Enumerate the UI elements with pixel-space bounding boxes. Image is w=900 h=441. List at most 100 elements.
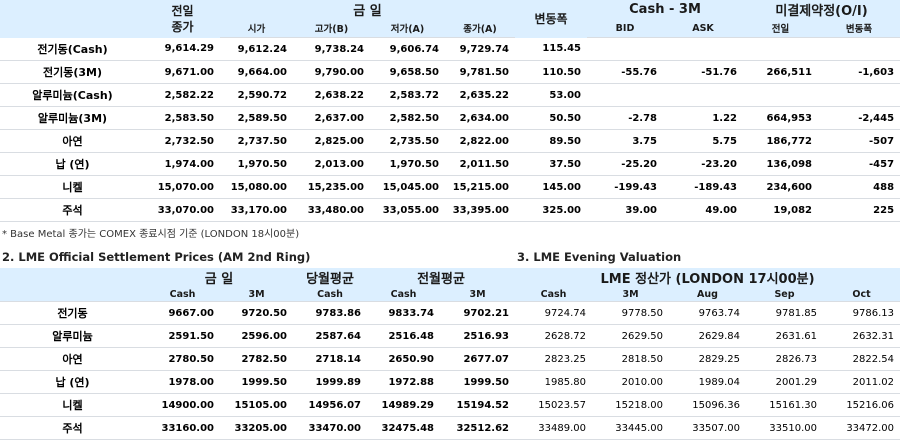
header-cell: 전일 bbox=[743, 19, 819, 38]
value-cell: 9,612.24 bbox=[220, 37, 293, 61]
value-cell: 2587.64 bbox=[293, 324, 368, 348]
header-cell: 미결제약정(O/I) bbox=[743, 0, 900, 19]
value-cell bbox=[743, 37, 819, 61]
row-label: 납 (연) bbox=[0, 152, 145, 176]
data-row: 주석 33160.00 33205.00 33470.00 32475.48 32512.… bbox=[0, 416, 900, 440]
header-cell bbox=[0, 0, 145, 38]
header-cell: 시가 bbox=[220, 19, 293, 38]
data-row: 납 (연) 1,974.00 1,970.50 2,013.00 1,970.50 2,0… bbox=[0, 152, 900, 176]
value-cell: 1999.50 bbox=[440, 370, 516, 394]
value-cell: 2010.00 bbox=[592, 370, 670, 394]
value-cell: 2,583.72 bbox=[370, 83, 445, 107]
value-cell: 33472.00 bbox=[823, 416, 900, 440]
value-cell: 9,729.74 bbox=[445, 37, 516, 61]
row-label: 납 (연) bbox=[0, 370, 145, 394]
header-row: 시가 고가(B) 저가(A) 종가(A) BID ASK 전일 변동폭 bbox=[0, 19, 900, 38]
value-cell: 2822.54 bbox=[823, 347, 900, 371]
value-cell: 2,735.50 bbox=[370, 129, 445, 153]
value-cell: 2629.84 bbox=[669, 324, 747, 348]
value-cell: 37.50 bbox=[515, 152, 588, 176]
value-cell: 33,170.00 bbox=[220, 198, 293, 222]
value-cell: 225 bbox=[818, 198, 900, 222]
value-cell bbox=[663, 83, 744, 107]
value-cell: 2826.73 bbox=[746, 347, 824, 371]
header-cell: Cash bbox=[515, 287, 593, 302]
header-cell: 금 일 bbox=[145, 268, 294, 287]
row-label: 알루미늄 bbox=[0, 324, 145, 348]
note: * Base Metal 종가는 COMEX 종료시점 기준 (LONDON 1… bbox=[2, 229, 300, 240]
header-cell: 3M bbox=[440, 287, 516, 302]
value-cell: 2,582.22 bbox=[145, 83, 220, 107]
value-cell: 15,080.00 bbox=[220, 175, 293, 199]
value-cell: 2,732.50 bbox=[145, 129, 220, 153]
value-cell: 9781.85 bbox=[746, 301, 824, 325]
daily-price-table: 전일 종가 금 일 변동폭 Cash - 3M 미결제약정(O/I) 시가 고가(B) 저가(A… bbox=[0, 0, 900, 222]
value-cell: 15,235.00 bbox=[293, 175, 370, 199]
value-cell: 2780.50 bbox=[145, 347, 220, 371]
header-cell bbox=[0, 268, 145, 302]
header-cell: 당월평균 bbox=[293, 268, 368, 287]
value-cell: 1,970.50 bbox=[370, 152, 445, 176]
value-cell: 9783.86 bbox=[293, 301, 368, 325]
value-cell: 9,658.50 bbox=[370, 60, 445, 84]
value-cell: 136,098 bbox=[743, 152, 819, 176]
value-cell: 2829.25 bbox=[669, 347, 747, 371]
value-cell: 1.22 bbox=[663, 106, 744, 130]
value-cell: 2516.48 bbox=[367, 324, 441, 348]
value-cell: 1,974.00 bbox=[145, 152, 220, 176]
value-cell: 9720.50 bbox=[220, 301, 294, 325]
value-cell: 33160.00 bbox=[145, 416, 220, 440]
data-row: 전기동 9667.00 9720.50 9783.86 9833.74 9702.21 97… bbox=[0, 301, 900, 325]
section-title: 2. LME Official Settlement Prices (AM 2n… bbox=[2, 250, 311, 264]
value-cell: 2011.02 bbox=[823, 370, 900, 394]
value-cell: 32512.62 bbox=[440, 416, 516, 440]
value-cell: 1999.89 bbox=[293, 370, 368, 394]
header-cell: ASK bbox=[663, 19, 744, 38]
value-cell: 3.75 bbox=[587, 129, 664, 153]
value-cell: 2,737.50 bbox=[220, 129, 293, 153]
value-cell: 33507.00 bbox=[669, 416, 747, 440]
settlement-table: 금 일 당월평균 전월평균 LME 정산가 (LONDON 17시00분) Cash 3M… bbox=[0, 268, 900, 440]
value-cell: 9786.13 bbox=[823, 301, 900, 325]
value-cell: 2,011.50 bbox=[445, 152, 516, 176]
value-cell: 1999.50 bbox=[220, 370, 294, 394]
value-cell: 15,070.00 bbox=[145, 175, 220, 199]
value-cell: 1985.80 bbox=[515, 370, 593, 394]
header-cell: BID bbox=[587, 19, 664, 38]
header-cell: 전월평균 bbox=[367, 268, 516, 287]
row-label: 주석 bbox=[0, 198, 145, 222]
value-cell: 9,781.50 bbox=[445, 60, 516, 84]
value-cell: 2,638.22 bbox=[293, 83, 370, 107]
row-label: 전기동(3M) bbox=[0, 60, 145, 84]
header-cell: 변동폭 bbox=[515, 0, 588, 38]
value-cell: 2516.93 bbox=[440, 324, 516, 348]
value-cell: 32475.48 bbox=[367, 416, 441, 440]
data-row: 전기동(Cash) 9,614.29 9,612.24 9,738.24 9,606.7… bbox=[0, 37, 900, 61]
value-cell: 145.00 bbox=[515, 175, 588, 199]
value-cell: 49.00 bbox=[663, 198, 744, 222]
value-cell: 234,600 bbox=[743, 175, 819, 199]
value-cell: 9667.00 bbox=[145, 301, 220, 325]
row-label: 아연 bbox=[0, 129, 145, 153]
data-row: 알루미늄 2591.50 2596.00 2587.64 2516.48 2516.93 2… bbox=[0, 324, 900, 348]
header-cell: 저가(A) bbox=[370, 19, 445, 38]
value-cell: 33,395.00 bbox=[445, 198, 516, 222]
value-cell: 2,589.50 bbox=[220, 106, 293, 130]
value-cell: 9724.74 bbox=[515, 301, 593, 325]
header-cell: LME 정산가 (LONDON 17시00분) bbox=[515, 268, 900, 287]
value-cell bbox=[743, 83, 819, 107]
value-cell: 9,671.00 bbox=[145, 60, 220, 84]
value-cell: 2596.00 bbox=[220, 324, 294, 348]
value-cell: -2,445 bbox=[818, 106, 900, 130]
header-text: 전일 bbox=[171, 3, 194, 18]
value-cell: -189.43 bbox=[663, 175, 744, 199]
value-cell: 2,582.50 bbox=[370, 106, 445, 130]
value-cell: 2,822.00 bbox=[445, 129, 516, 153]
value-cell: 15096.36 bbox=[669, 393, 747, 417]
value-cell: 2677.07 bbox=[440, 347, 516, 371]
value-cell: 33445.00 bbox=[592, 416, 670, 440]
value-cell bbox=[587, 83, 664, 107]
value-cell: 1972.88 bbox=[367, 370, 441, 394]
data-row: 전기동(3M) 9,671.00 9,664.00 9,790.00 9,658.50 9… bbox=[0, 60, 900, 84]
